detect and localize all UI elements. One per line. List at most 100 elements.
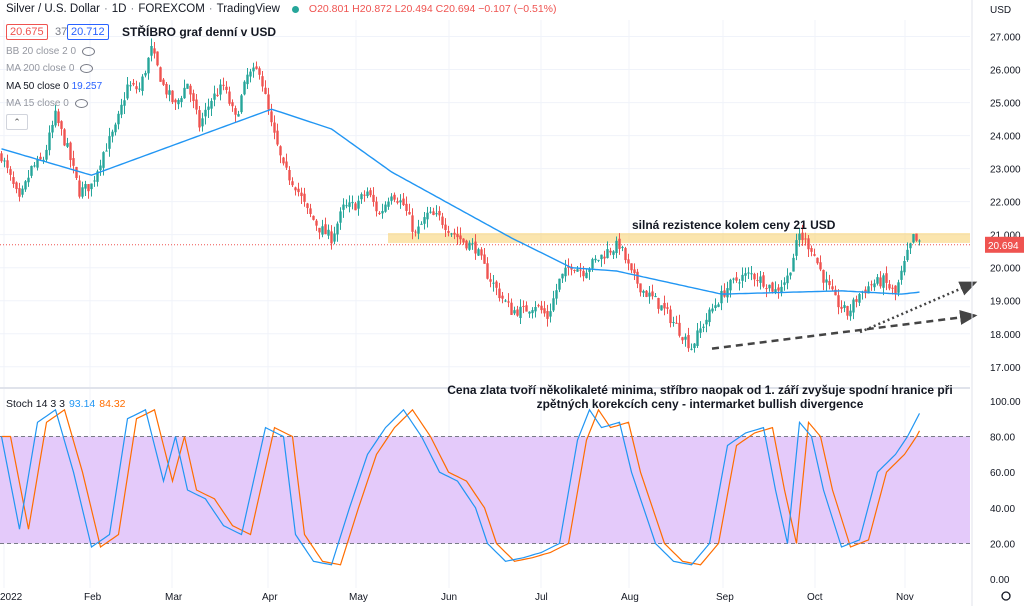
candle-body bbox=[117, 113, 120, 125]
candle-body bbox=[786, 275, 789, 284]
candle-body bbox=[3, 160, 6, 162]
candle-body bbox=[0, 153, 3, 162]
candle-body bbox=[636, 271, 639, 284]
eye-icon[interactable] bbox=[74, 98, 88, 108]
candle-body bbox=[228, 91, 231, 104]
candle-body bbox=[804, 238, 807, 240]
time-tick-label: Aug bbox=[621, 592, 639, 603]
candle-body bbox=[603, 256, 606, 259]
price-tick-label: 27.000 bbox=[990, 33, 1021, 44]
candle-body bbox=[441, 216, 444, 225]
candle-body bbox=[423, 217, 426, 224]
candle-body bbox=[174, 99, 177, 103]
candle-body bbox=[153, 48, 156, 54]
candle-body bbox=[129, 85, 132, 87]
candle-body bbox=[273, 122, 276, 133]
candle-body bbox=[120, 104, 123, 115]
candle-body bbox=[138, 88, 141, 90]
candle-body bbox=[750, 273, 753, 275]
candle-body bbox=[195, 99, 198, 110]
ask-price[interactable]: 20.712 bbox=[67, 24, 109, 40]
candle-body bbox=[330, 231, 333, 244]
candle-body bbox=[711, 308, 714, 312]
candle-body bbox=[135, 86, 138, 90]
candle-body bbox=[525, 305, 528, 312]
resistance-band bbox=[388, 233, 970, 243]
candle-body bbox=[321, 226, 324, 235]
time-tick-label: Oct bbox=[807, 592, 823, 603]
stoch-k-line bbox=[0, 408, 921, 566]
candle-body bbox=[549, 311, 552, 317]
price-tick-label: 25.000 bbox=[990, 99, 1021, 110]
candle-body bbox=[843, 305, 846, 308]
last-price-label: 20.694 bbox=[988, 241, 1019, 252]
indicator-ma15[interactable]: MA 15 close 0 bbox=[6, 98, 88, 109]
candle-body bbox=[579, 269, 582, 271]
candle-body bbox=[252, 67, 255, 72]
candle-body bbox=[123, 100, 126, 106]
candle-body bbox=[186, 83, 189, 89]
candle-body bbox=[243, 81, 246, 95]
candle-body bbox=[537, 305, 540, 307]
stoch-legend[interactable]: Stoch 14 3 3 93.14 84.32 bbox=[6, 398, 126, 410]
candle-body bbox=[9, 169, 12, 175]
candle-body bbox=[27, 177, 30, 183]
candle-body bbox=[333, 233, 336, 242]
candle-body bbox=[801, 232, 804, 241]
indicator-bb[interactable]: BB 20 close 2 0 bbox=[6, 46, 96, 57]
candle-body bbox=[918, 240, 921, 242]
price-tick-label: 22.000 bbox=[990, 198, 1021, 209]
candle-body bbox=[771, 282, 774, 292]
candle-body bbox=[831, 286, 834, 290]
candle-body bbox=[531, 310, 534, 314]
candle-body bbox=[216, 94, 219, 97]
candle-body bbox=[534, 306, 537, 312]
candle-body bbox=[282, 157, 285, 164]
time-tick-label: 2022 bbox=[0, 592, 23, 603]
candle-body bbox=[36, 158, 39, 168]
candle-body bbox=[732, 278, 735, 280]
collapse-legend-button[interactable]: ⌃ bbox=[6, 114, 28, 130]
candle-body bbox=[474, 241, 477, 254]
candle-body bbox=[795, 240, 798, 256]
candle-body bbox=[396, 201, 399, 203]
candle-body bbox=[519, 306, 522, 319]
time-tick-label: Mar bbox=[165, 592, 183, 603]
candle-body bbox=[351, 202, 354, 204]
candle-body bbox=[207, 106, 210, 110]
candle-body bbox=[411, 215, 414, 232]
stoch-tick-label: 40.00 bbox=[990, 504, 1015, 515]
candle-body bbox=[849, 310, 852, 317]
candle-body bbox=[495, 281, 498, 288]
eye-icon[interactable] bbox=[82, 46, 96, 56]
candle-body bbox=[576, 269, 579, 272]
candle-body bbox=[84, 184, 87, 189]
bid-price[interactable]: 20.675 bbox=[6, 24, 48, 40]
stoch-d-line bbox=[1, 408, 921, 566]
candle-body bbox=[159, 67, 162, 82]
candle-body bbox=[39, 156, 42, 160]
symbol-title[interactable]: Silver / U.S. Dollar bbox=[6, 3, 100, 15]
candle-body bbox=[507, 301, 510, 303]
time-tick-label: Sep bbox=[716, 592, 734, 603]
candle-body bbox=[144, 72, 147, 76]
candle-body bbox=[780, 286, 783, 293]
interval-label[interactable]: 1D bbox=[111, 3, 127, 15]
indicator-ma50[interactable]: MA 50 close 0 19.257 bbox=[6, 81, 103, 92]
candle-body bbox=[702, 326, 705, 328]
candle-body bbox=[816, 257, 819, 264]
candle-body bbox=[453, 232, 456, 235]
indicator-ma200[interactable]: MA 200 close 0 bbox=[6, 63, 94, 74]
candle-body bbox=[645, 290, 648, 297]
candle-body bbox=[825, 279, 828, 283]
price-tick-label: 20.000 bbox=[990, 264, 1021, 275]
candle-body bbox=[249, 71, 252, 77]
candle-body bbox=[762, 275, 765, 287]
candle-body bbox=[231, 102, 234, 107]
eye-icon[interactable] bbox=[80, 63, 94, 73]
candle-body bbox=[504, 300, 507, 302]
settings-gear-icon[interactable] bbox=[1001, 591, 1011, 601]
candle-body bbox=[240, 95, 243, 113]
currency-label[interactable]: USD bbox=[990, 5, 1012, 16]
